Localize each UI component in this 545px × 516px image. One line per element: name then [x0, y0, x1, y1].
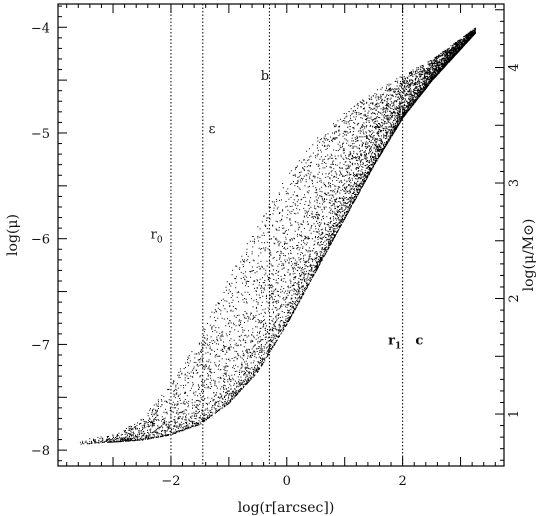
annotation-r1-sub: 1: [395, 341, 401, 351]
scatter-points: [79, 27, 477, 445]
y-tick-label: −5: [31, 127, 50, 142]
x-axis-label: log(r[arcsec]): [238, 500, 335, 516]
x-tick-label: 0: [283, 474, 291, 489]
annotation-r0-main: r: [151, 228, 158, 243]
y-axis-label: log(μ): [5, 214, 21, 256]
annotation-b-main: b: [261, 69, 269, 84]
annotation-r0-sub: 0: [157, 236, 163, 246]
x-tick-labels: −2 0 2: [161, 474, 406, 489]
right-y-tick-label: 2: [507, 294, 522, 302]
y-tick-label: −4: [31, 21, 50, 36]
right-y-axis-label: log(μ/M⊙): [521, 219, 537, 292]
annotation-c: c: [415, 333, 423, 348]
annotation-r0: r0: [151, 228, 163, 246]
annotation-c-main: c: [415, 333, 423, 348]
right-y-tick-label: 3: [507, 179, 522, 187]
annotation-r1-main: r: [388, 333, 395, 348]
line-annotations: r0 ε b r1 c: [151, 69, 424, 351]
x-tick-label: −2: [161, 474, 180, 489]
y-tick-label: −8: [31, 444, 50, 459]
annotation-epsilon-main: ε: [209, 122, 216, 137]
right-y-tick-label: 4: [507, 63, 522, 71]
plot-frame: [57, 3, 505, 467]
scatter-point-cloud: [79, 27, 477, 445]
right-y-tick-labels: 1 2 3 4: [507, 63, 522, 418]
x-tick-label: 2: [398, 474, 406, 489]
annotation-b: b: [261, 69, 269, 84]
annotation-epsilon: ε: [209, 122, 216, 137]
vertical-reference-lines: [170, 4, 404, 466]
annotation-r1: r1: [388, 333, 401, 351]
y-tick-labels: −8 −7 −6 −5 −4: [31, 21, 50, 459]
y-tick-label: −6: [31, 233, 50, 248]
right-y-tick-label: 1: [507, 410, 522, 418]
y-tick-label: −7: [31, 338, 50, 353]
axis-ticks: [58, 4, 504, 466]
